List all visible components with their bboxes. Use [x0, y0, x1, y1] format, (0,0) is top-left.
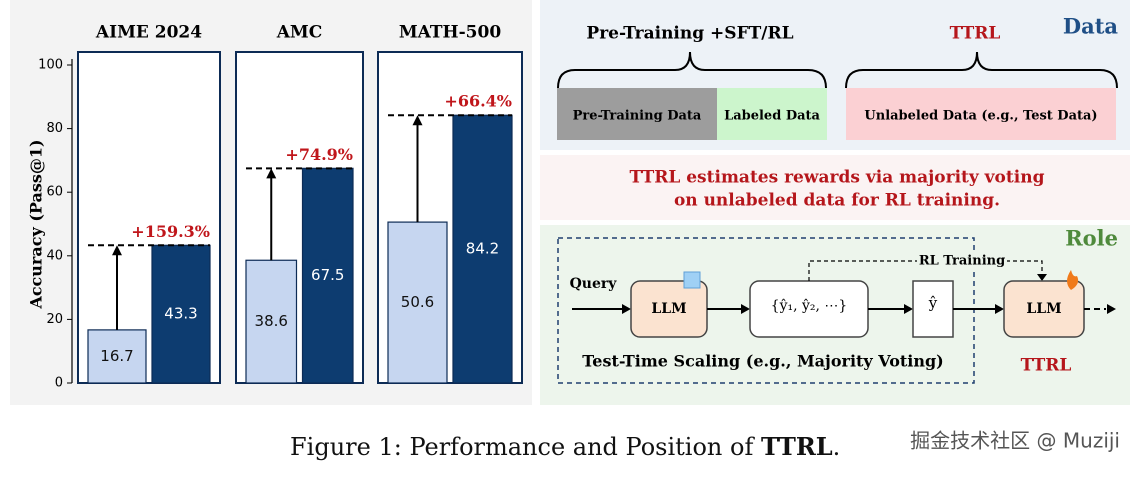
box-label: Unlabeled Data (e.g., Test Data): [864, 109, 1097, 124]
y-tick-label: 100: [38, 58, 63, 73]
arrowhead: [622, 304, 631, 314]
llm-label: LLM: [1026, 301, 1061, 317]
bar: [245, 259, 298, 384]
arrowhead: [266, 168, 277, 179]
label-background: [917, 251, 1007, 271]
scaling-frame: [557, 237, 975, 384]
caption-text: Figure 1: Performance and Position of: [290, 433, 761, 461]
gain-annotation: +159.3%: [131, 222, 210, 241]
bar-label: 38.6: [255, 312, 288, 330]
arrowhead: [904, 304, 913, 314]
role-label: Role: [1065, 226, 1118, 251]
brace: [557, 51, 827, 89]
gain-annotation: +66.4%: [444, 92, 512, 111]
box-label: Pre-Training Data: [573, 109, 702, 124]
panel-title: MATH-500: [399, 23, 502, 43]
caption: Figure 1: Performance and Position of TT…: [290, 432, 840, 461]
y-axis-label: Accuracy (Pass@1): [27, 139, 46, 309]
bar-label: 50.6: [401, 293, 434, 311]
bar: [387, 221, 448, 384]
panel-title: AIME 2024: [95, 23, 202, 43]
box: [717, 88, 827, 140]
gain-annotation: +74.9%: [285, 145, 353, 164]
arrowhead: [1037, 274, 1047, 281]
y-tick-label: 60: [46, 185, 63, 200]
bar: [87, 329, 147, 384]
bar: [301, 167, 354, 384]
panel-title: AMC: [276, 23, 323, 43]
chart: 0 20 40 60 80 100 Accuracy (Pass@1) AIME 2024 16…: [27, 23, 523, 391]
rl-training-label: RL Training: [919, 254, 1005, 269]
bar-label: 43.3: [164, 305, 197, 323]
arrowhead: [1107, 304, 1116, 314]
bar-label: 84.2: [466, 240, 499, 258]
box: [557, 88, 717, 140]
answer-box: [912, 280, 954, 338]
arrowhead: [995, 304, 1004, 314]
ttrl-title: TTRL: [950, 24, 1001, 44]
message: on unlabeled data for RL training.: [674, 191, 1000, 211]
bar-label: 67.5: [311, 266, 344, 284]
message: TTRL estimates rewards via majority voti…: [630, 168, 1045, 188]
pretraining-title: Pre-Training +SFT/RL: [586, 24, 793, 44]
data-label: Data: [1063, 14, 1119, 39]
arrowhead: [112, 245, 122, 256]
ttrl-label: TTRL: [1021, 356, 1072, 376]
arrowhead: [412, 115, 423, 126]
scaling-label: Test-Time Scaling (e.g., Majority Voting…: [582, 352, 944, 371]
y-tick-label: 80: [46, 121, 63, 136]
ice-icon: [683, 271, 701, 289]
caption-bold: TTRL: [761, 432, 833, 461]
answer-label: ŷ: [928, 294, 938, 312]
caption-text: .: [833, 433, 841, 461]
query-label: Query: [570, 276, 618, 292]
bar: [151, 244, 211, 384]
box: [846, 88, 1116, 140]
watermark: 掘金技术社区 @ Muziji: [910, 429, 1120, 453]
bar: [452, 114, 513, 384]
message-background: [540, 155, 1130, 220]
arrowhead: [741, 304, 750, 314]
y-tick-label: 20: [46, 312, 63, 327]
samples-label: {ŷ₁, ŷ₂, ⋯}: [771, 297, 848, 314]
box-label: Labeled Data: [724, 109, 820, 124]
y-tick-label: 40: [46, 248, 63, 263]
bar-label: 16.7: [100, 347, 133, 365]
brace: [845, 51, 1118, 89]
fire-icon: [1067, 270, 1079, 290]
llm-label: LLM: [651, 301, 686, 317]
y-tick-label: 0: [55, 376, 63, 391]
